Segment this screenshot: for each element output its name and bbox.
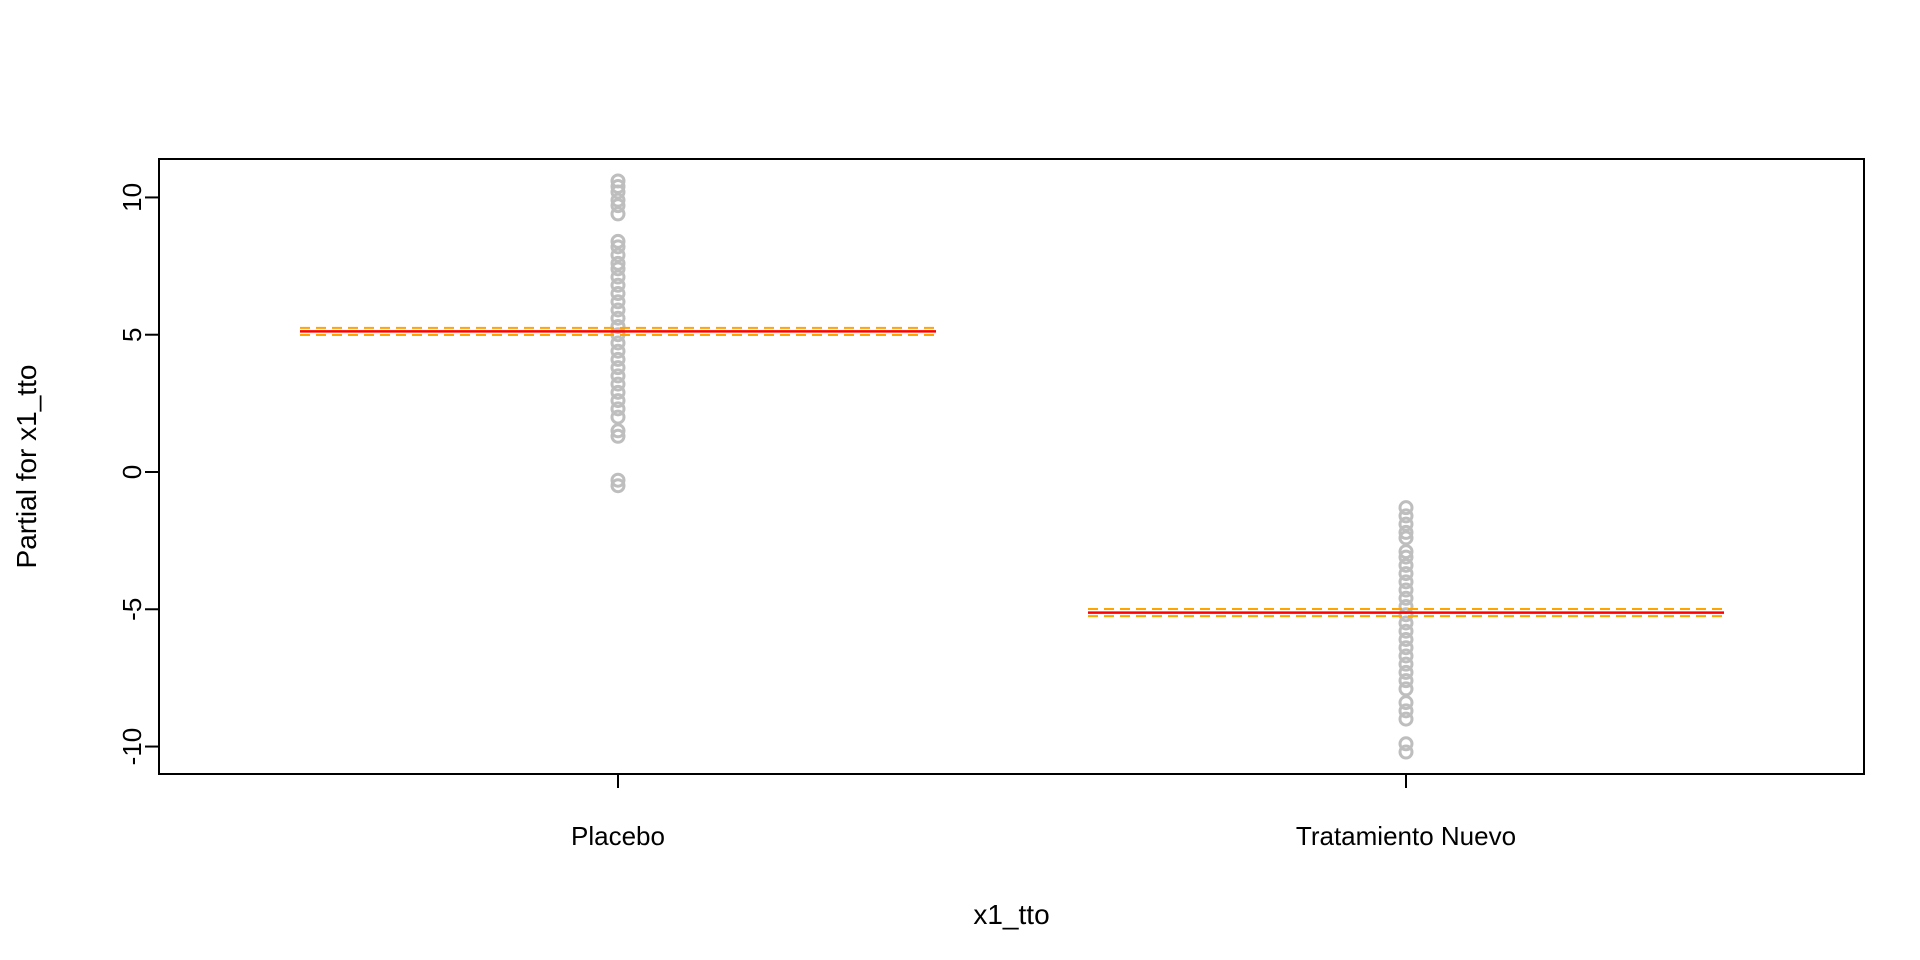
series-placebo bbox=[300, 173, 936, 494]
residual-point bbox=[1398, 557, 1414, 573]
y-tick-label: 10 bbox=[117, 183, 147, 212]
residual-point bbox=[610, 401, 626, 417]
y-tick-label: -10 bbox=[117, 728, 147, 766]
residual-point bbox=[1398, 508, 1414, 524]
y-tick-label: 0 bbox=[117, 465, 147, 479]
residual-point bbox=[610, 286, 626, 302]
residual-point bbox=[1398, 582, 1414, 598]
residual-point bbox=[610, 478, 626, 494]
residual-point bbox=[610, 302, 626, 318]
x-axis-title: x1_tto bbox=[973, 899, 1049, 930]
residual-point bbox=[1398, 656, 1414, 672]
y-axis-title: Partial for x1_tto bbox=[11, 365, 42, 569]
residual-point bbox=[1398, 673, 1414, 689]
residual-point bbox=[610, 384, 626, 400]
residual-point bbox=[1398, 648, 1414, 664]
residual-point bbox=[610, 255, 626, 271]
residual-point bbox=[610, 294, 626, 310]
residual-point bbox=[610, 206, 626, 222]
residual-point bbox=[610, 376, 626, 392]
x-tick-label: Placebo bbox=[571, 821, 665, 851]
residual-point bbox=[610, 192, 626, 208]
residual-point bbox=[1398, 590, 1414, 606]
residual-point bbox=[610, 472, 626, 488]
x-axis: Placebo Tratamiento Nuevo bbox=[571, 774, 1516, 851]
y-axis: -10 -5 0 5 10 bbox=[117, 183, 159, 765]
residual-point bbox=[1398, 681, 1414, 697]
residual-point bbox=[1398, 544, 1414, 560]
plot-marks bbox=[300, 173, 1724, 760]
residual-point bbox=[1398, 703, 1414, 719]
y-tick-label: -5 bbox=[117, 598, 147, 621]
residual-point bbox=[610, 310, 626, 326]
plot-frame bbox=[158, 158, 1865, 775]
residual-point bbox=[610, 335, 626, 351]
residual-point bbox=[1398, 500, 1414, 516]
residual-point bbox=[1398, 615, 1414, 631]
residual-point bbox=[610, 269, 626, 285]
residual-point bbox=[610, 178, 626, 194]
residual-point bbox=[610, 198, 626, 214]
series-tratamiento-nuevo bbox=[1088, 500, 1724, 760]
residual-point bbox=[1398, 607, 1414, 623]
residual-point bbox=[610, 428, 626, 444]
residual-point bbox=[610, 239, 626, 255]
residual-point bbox=[610, 360, 626, 376]
residual-point bbox=[610, 368, 626, 384]
residual-point bbox=[1398, 736, 1414, 752]
residual-point bbox=[610, 343, 626, 359]
residual-point bbox=[1398, 516, 1414, 532]
residual-point bbox=[610, 409, 626, 425]
residual-point bbox=[1398, 623, 1414, 639]
residual-point bbox=[1398, 640, 1414, 656]
residual-point bbox=[1398, 695, 1414, 711]
x-tick-label: Tratamiento Nuevo bbox=[1296, 821, 1516, 851]
residual-point bbox=[610, 351, 626, 367]
residual-point bbox=[1398, 530, 1414, 546]
residual-point bbox=[1398, 574, 1414, 590]
residual-point bbox=[1398, 744, 1414, 760]
y-tick-label: 5 bbox=[117, 327, 147, 341]
residual-point bbox=[1398, 631, 1414, 647]
residual-point bbox=[610, 173, 626, 189]
residual-point bbox=[1398, 711, 1414, 727]
residual-point bbox=[1398, 664, 1414, 680]
residual-point bbox=[610, 277, 626, 293]
residual-point bbox=[610, 247, 626, 263]
residual-point bbox=[1398, 566, 1414, 582]
residual-point bbox=[610, 393, 626, 409]
residual-point bbox=[1398, 524, 1414, 540]
residual-point bbox=[610, 233, 626, 249]
residual-point bbox=[610, 261, 626, 277]
residual-point bbox=[1398, 549, 1414, 565]
residual-point bbox=[610, 423, 626, 439]
